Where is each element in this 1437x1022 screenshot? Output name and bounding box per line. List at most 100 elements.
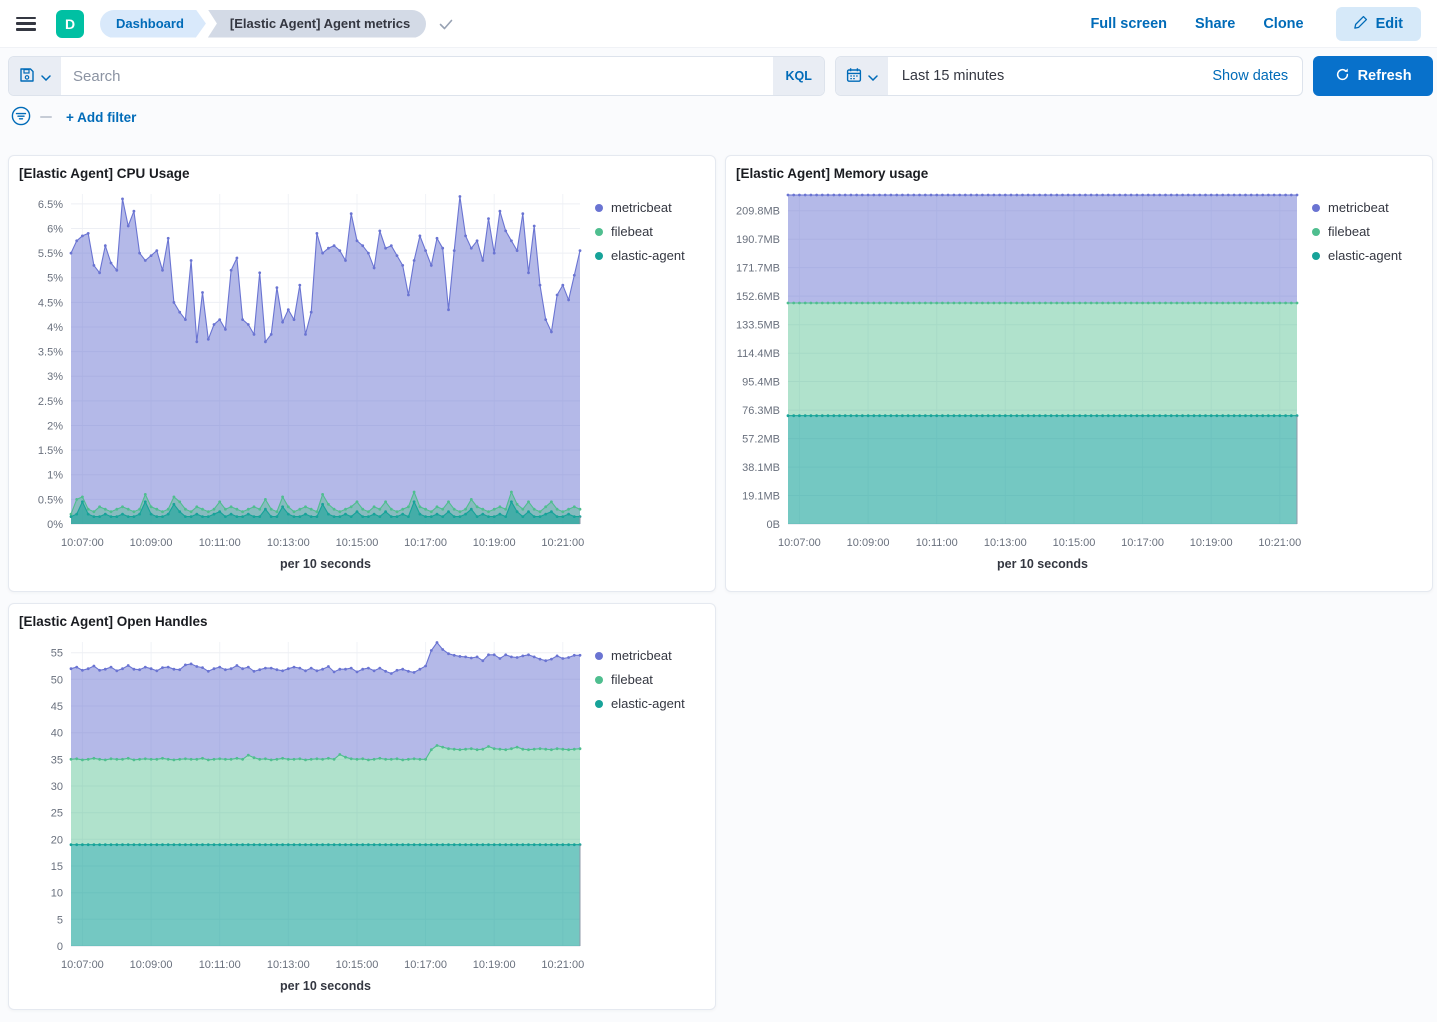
svg-text:4%: 4%: [47, 322, 63, 334]
legend-dot-icon: [595, 651, 603, 660]
legend-item[interactable]: filebeat: [595, 672, 707, 687]
legend-label: elastic-agent: [1328, 248, 1402, 263]
svg-text:20: 20: [51, 834, 63, 846]
breadcrumb-dashboard[interactable]: Dashboard: [100, 10, 206, 38]
svg-text:10:07:00: 10:07:00: [778, 537, 821, 549]
saved-query-menu[interactable]: [9, 57, 61, 95]
svg-text:10:15:00: 10:15:00: [1053, 537, 1096, 549]
calendar-icon: [846, 67, 862, 86]
svg-text:133.5MB: 133.5MB: [736, 320, 780, 332]
legend-item[interactable]: filebeat: [595, 224, 707, 239]
filter-divider: [40, 116, 52, 118]
svg-text:10:17:00: 10:17:00: [404, 537, 447, 549]
chevron-down-icon: [41, 68, 51, 84]
svg-text:1%: 1%: [47, 470, 63, 482]
legend-label: metricbeat: [611, 200, 672, 215]
share-button[interactable]: Share: [1195, 15, 1236, 32]
legend-label: elastic-agent: [611, 696, 685, 711]
chart-plot[interactable]: 0B 19.1MB 38.1MB 57.2MB 76.3MB 95.4MB 114.4MB 1…: [730, 182, 1305, 583]
svg-text:10:19:00: 10:19:00: [1190, 537, 1233, 549]
legend-item[interactable]: metricbeat: [595, 648, 707, 663]
svg-text:19.1MB: 19.1MB: [742, 491, 780, 503]
refresh-button[interactable]: Refresh: [1313, 56, 1433, 96]
legend-item[interactable]: elastic-agent: [595, 248, 707, 263]
add-filter-button[interactable]: + Add filter: [66, 109, 137, 125]
svg-text:10:17:00: 10:17:00: [1121, 537, 1164, 549]
svg-text:0%: 0%: [47, 519, 63, 531]
breadcrumb-current: [Elastic Agent] Agent metrics: [207, 9, 427, 38]
svg-text:5%: 5%: [47, 273, 63, 285]
svg-text:10:15:00: 10:15:00: [336, 537, 379, 549]
svg-text:10:11:00: 10:11:00: [199, 537, 241, 549]
svg-text:57.2MB: 57.2MB: [742, 434, 780, 446]
chart-legend: metricbeat filebeat elastic-agent: [1312, 200, 1424, 263]
chart-legend: metricbeat filebeat elastic-agent: [595, 200, 707, 263]
svg-text:10:07:00: 10:07:00: [61, 959, 104, 971]
kql-badge[interactable]: KQL: [773, 57, 824, 95]
legend-dot-icon: [595, 699, 603, 708]
svg-text:10:21:00: 10:21:00: [541, 537, 584, 549]
svg-text:10:13:00: 10:13:00: [267, 537, 310, 549]
search-bar: KQL: [8, 56, 825, 96]
svg-text:per 10 seconds: per 10 seconds: [280, 557, 371, 571]
saved-check-icon: [438, 16, 454, 32]
query-bar: KQL Last 15 minutes Show dates Refresh: [8, 56, 1433, 96]
top-header: D Dashboard [Elastic Agent] Agent metric…: [0, 0, 1437, 48]
edit-button[interactable]: Edit: [1335, 6, 1421, 41]
svg-text:per 10 seconds: per 10 seconds: [280, 979, 371, 993]
legend-label: filebeat: [611, 224, 653, 239]
avatar[interactable]: D: [56, 9, 84, 38]
legend-dot-icon: [1312, 227, 1320, 236]
svg-text:55: 55: [51, 648, 63, 660]
full-screen-button[interactable]: Full screen: [1090, 15, 1168, 32]
svg-text:per 10 seconds: per 10 seconds: [997, 557, 1088, 571]
legend-item[interactable]: elastic-agent: [1312, 248, 1424, 263]
show-dates-button[interactable]: Show dates: [1212, 68, 1289, 84]
panel-title: [Elastic Agent] Open Handles: [19, 614, 208, 629]
chart-plot[interactable]: 0 5 10 15 20 25 30 35 40 45 50 55 10:07:00 10:09:00 10…: [13, 630, 588, 1005]
legend-item[interactable]: filebeat: [1312, 224, 1424, 239]
chart-legend: metricbeat filebeat elastic-agent: [595, 648, 707, 711]
legend-dot-icon: [1312, 251, 1320, 260]
search-input[interactable]: [61, 57, 774, 95]
svg-text:76.3MB: 76.3MB: [742, 405, 780, 417]
svg-text:3.5%: 3.5%: [38, 347, 63, 359]
svg-text:6%: 6%: [47, 224, 63, 236]
svg-text:10:21:00: 10:21:00: [1258, 537, 1301, 549]
svg-text:35: 35: [51, 754, 63, 766]
calendar-menu[interactable]: [835, 57, 888, 95]
refresh-icon: [1335, 67, 1350, 86]
legend-dot-icon: [1312, 203, 1320, 212]
panel-title: [Elastic Agent] Memory usage: [736, 166, 929, 181]
panel-open-handles: [Elastic Agent] Open Handles 0 5 10 15 20 25 3…: [8, 603, 716, 1010]
legend-dot-icon: [595, 251, 603, 260]
svg-text:10:13:00: 10:13:00: [984, 537, 1027, 549]
legend-item[interactable]: elastic-agent: [595, 696, 707, 711]
svg-text:4.5%: 4.5%: [38, 297, 63, 309]
svg-text:10:09:00: 10:09:00: [130, 537, 173, 549]
svg-text:10:11:00: 10:11:00: [199, 959, 241, 971]
legend-item[interactable]: metricbeat: [595, 200, 707, 215]
filter-icon[interactable]: [10, 105, 32, 130]
menu-icon[interactable]: [16, 16, 36, 31]
svg-text:0.5%: 0.5%: [38, 494, 63, 506]
svg-text:40: 40: [51, 728, 63, 740]
legend-dot-icon: [595, 675, 603, 684]
pencil-icon: [1353, 15, 1368, 33]
svg-text:45: 45: [51, 701, 63, 713]
svg-text:15: 15: [51, 861, 63, 873]
clone-button[interactable]: Clone: [1263, 15, 1304, 32]
svg-text:209.8MB: 209.8MB: [736, 206, 780, 218]
legend-label: elastic-agent: [611, 248, 685, 263]
time-range-value[interactable]: Last 15 minutes: [901, 68, 1005, 84]
svg-text:0B: 0B: [767, 519, 780, 531]
svg-text:1.5%: 1.5%: [38, 445, 63, 457]
chart-plot[interactable]: 0% 0.5% 1% 1.5% 2% 2.5% 3% 3.5% 4% 4.5% 5% 5.5% 6% 6.…: [13, 182, 588, 583]
svg-text:10: 10: [51, 888, 63, 900]
legend-item[interactable]: metricbeat: [1312, 200, 1424, 215]
svg-text:10:09:00: 10:09:00: [130, 959, 173, 971]
panel-title: [Elastic Agent] CPU Usage: [19, 166, 190, 181]
svg-text:152.6MB: 152.6MB: [736, 291, 780, 303]
save-icon: [19, 67, 35, 86]
